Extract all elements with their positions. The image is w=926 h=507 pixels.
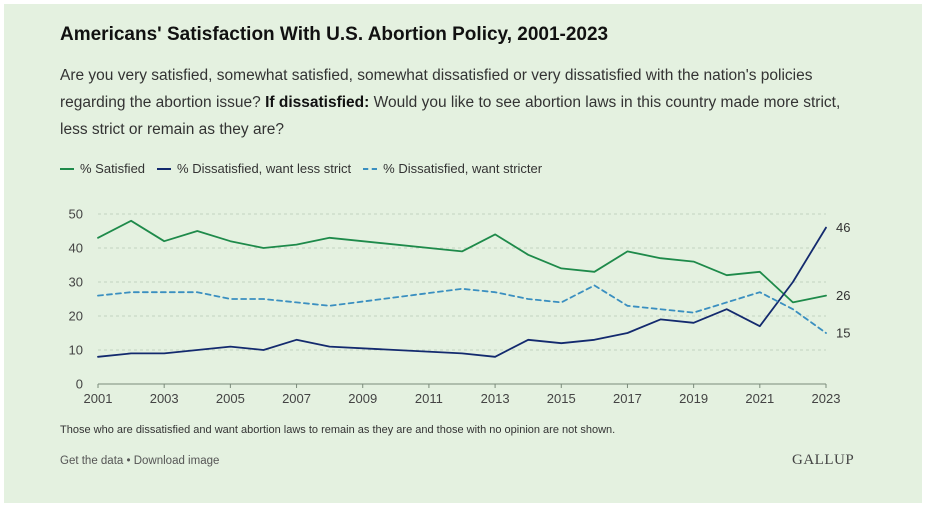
legend-label-satisfied: % Satisfied bbox=[80, 161, 146, 176]
legend-item-stricter: % Dissatisfied, want stricter bbox=[363, 161, 542, 176]
y-tick-label: 40 bbox=[69, 241, 83, 256]
question-followup: Would you like to see abortion laws in t… bbox=[60, 94, 841, 138]
y-tick-label: 20 bbox=[69, 309, 83, 324]
legend-swatch-stricter bbox=[363, 167, 378, 170]
x-tick-label: 2015 bbox=[547, 391, 576, 406]
x-tick-label: 2013 bbox=[481, 391, 510, 406]
chart-title: Americans' Satisfaction With U.S. Aborti… bbox=[60, 24, 609, 45]
link-separator: • bbox=[123, 455, 134, 467]
chart-card bbox=[4, 4, 922, 503]
end-label-1: 46 bbox=[836, 220, 850, 235]
legend-item-less-strict: % Dissatisfied, want less strict bbox=[157, 161, 351, 176]
x-tick-label: 2007 bbox=[282, 391, 311, 406]
y-tick-label: 50 bbox=[69, 207, 83, 222]
chart-links: Get the data • Download image bbox=[60, 455, 219, 467]
end-label-2: 15 bbox=[836, 326, 850, 341]
get-data-link[interactable]: Get the data bbox=[60, 455, 124, 467]
legend-item-satisfied: % Satisfied bbox=[60, 161, 145, 176]
x-tick-label: 2009 bbox=[348, 391, 377, 406]
legend-swatch-satisfied bbox=[60, 167, 74, 170]
x-tick-label: 2017 bbox=[613, 391, 642, 406]
legend-label-stricter: % Dissatisfied, want stricter bbox=[383, 161, 543, 176]
series-line-1 bbox=[97, 226, 827, 358]
gallup-logo: GALLUP bbox=[792, 452, 855, 468]
x-tick-label: 2003 bbox=[150, 391, 179, 406]
x-tick-label: 2005 bbox=[216, 391, 245, 406]
question-conditional: If dissatisfied: bbox=[265, 94, 370, 111]
legend-label-less-strict: % Dissatisfied, want less strict bbox=[177, 161, 352, 176]
series-line-0 bbox=[97, 219, 827, 304]
x-tick-label: 2023 bbox=[812, 391, 841, 406]
end-label-0: 26 bbox=[836, 288, 850, 303]
x-tick-label: 2021 bbox=[745, 391, 774, 406]
y-tick-label: 10 bbox=[69, 343, 83, 358]
legend-swatch-less-strict bbox=[157, 167, 172, 170]
survey-question: Are you very satisfied, somewhat satisfi… bbox=[60, 62, 860, 143]
question-text: Are you very satisfied, somewhat satisfi… bbox=[60, 67, 813, 111]
y-tick-label: 30 bbox=[69, 275, 83, 290]
y-tick-label: 0 bbox=[76, 377, 83, 392]
download-image-link[interactable]: Download image bbox=[133, 455, 220, 467]
x-tick-label: 2011 bbox=[415, 391, 443, 406]
chart-footnote: Those who are dissatisfied and want abor… bbox=[60, 424, 616, 436]
series-line-2 bbox=[97, 284, 827, 334]
x-tick-label: 2019 bbox=[679, 391, 708, 406]
chart-legend: % Satisfied % Dissatisfied, want less st… bbox=[60, 161, 554, 176]
x-tick-label: 2001 bbox=[84, 391, 113, 406]
